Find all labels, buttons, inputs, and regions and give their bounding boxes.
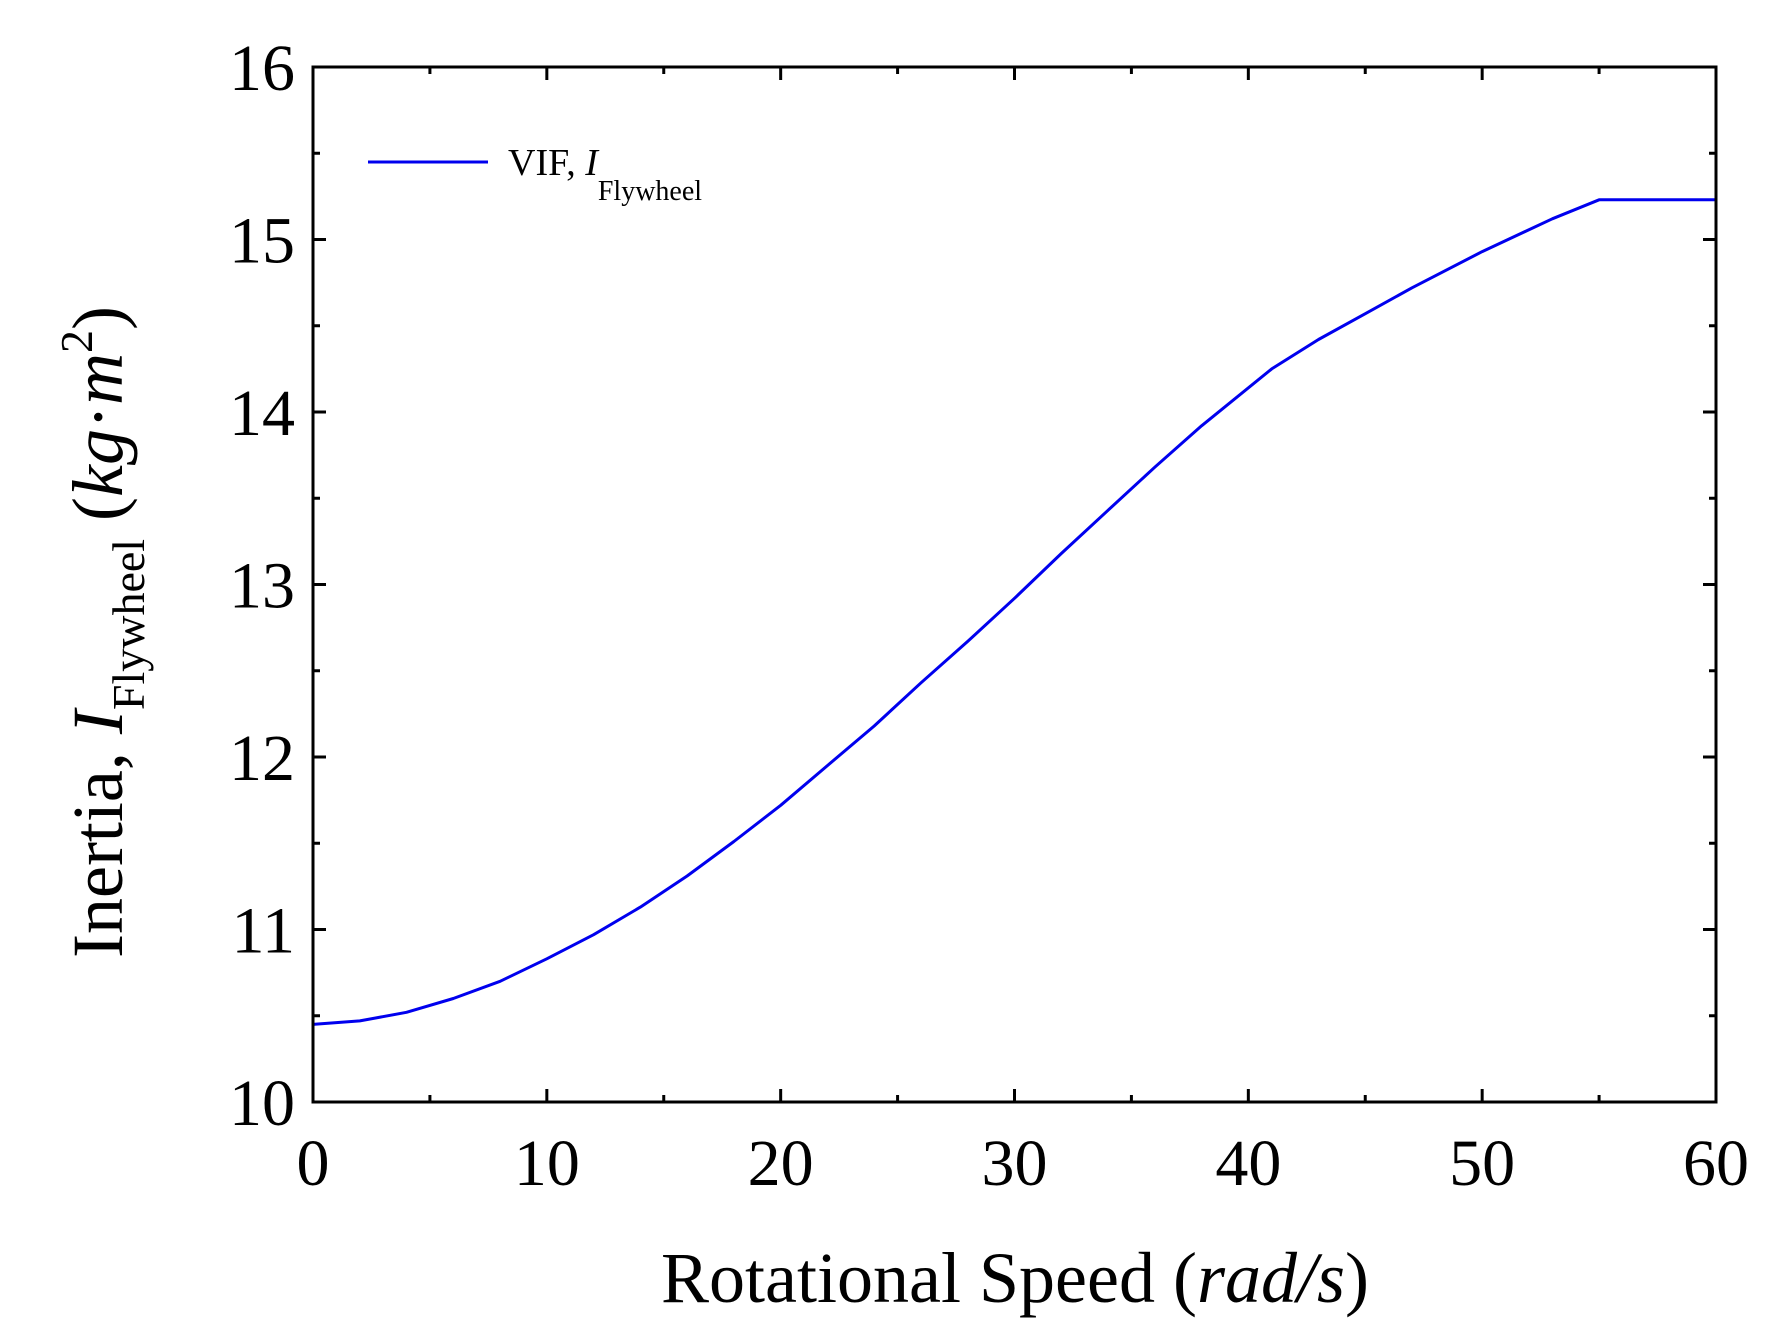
x-tick-label: 40 <box>1215 1127 1281 1200</box>
legend: VIF, IFlywheel <box>368 142 702 207</box>
y-tick-labels: 10 11 12 13 14 15 16 <box>229 32 295 1140</box>
y-tick-label: 15 <box>229 205 295 278</box>
x-tick-label: 10 <box>514 1127 580 1200</box>
y-tick-label: 11 <box>231 895 295 968</box>
x-tick-labels: 0 10 20 30 40 50 60 <box>297 1127 1750 1200</box>
y-tick-label: 10 <box>229 1067 295 1140</box>
series-layer <box>312 198 1716 1026</box>
y-tick-label: 16 <box>229 32 295 105</box>
series-line <box>312 198 1716 1026</box>
x-tick-label: 0 <box>297 1127 330 1200</box>
legend-label: VIF, IFlywheel <box>508 142 702 207</box>
y-tick-label: 13 <box>229 550 295 623</box>
x-tick-label: 30 <box>982 1127 1048 1200</box>
tick-marks <box>311 65 1718 1104</box>
x-axis-title: Rotational Speed (rad/s) <box>661 1238 1369 1318</box>
plot-frame <box>311 65 1718 1104</box>
x-tick-label: 60 <box>1683 1127 1749 1200</box>
x-tick-label: 50 <box>1449 1127 1515 1200</box>
y-tick-label: 14 <box>229 377 295 450</box>
y-axis-title: Inertia, IFlywheel (kg·m2) <box>51 306 154 958</box>
y-tick-label: 12 <box>229 722 295 795</box>
x-tick-label: 20 <box>748 1127 814 1200</box>
